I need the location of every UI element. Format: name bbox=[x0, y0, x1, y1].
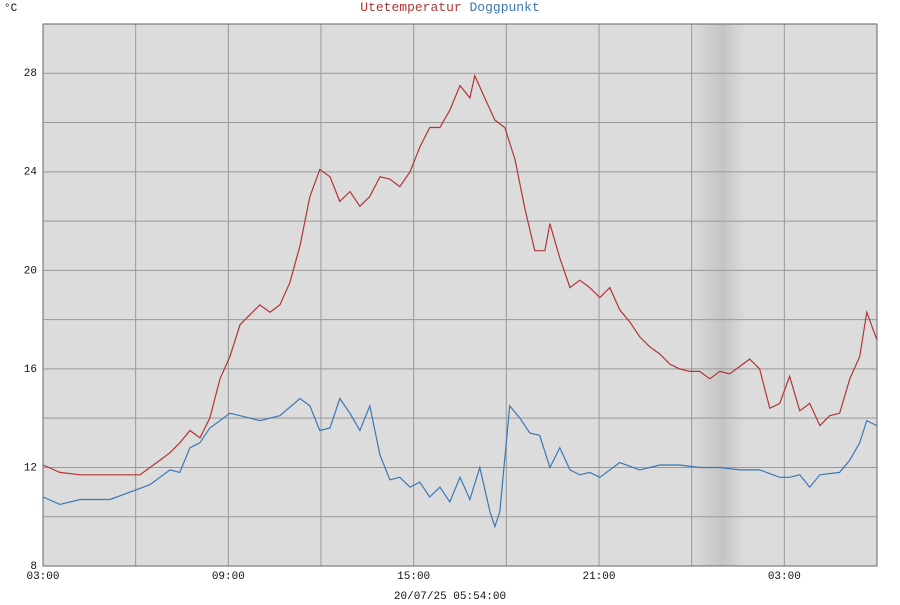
y-tick-label: 16 bbox=[24, 364, 37, 376]
y-tick-label: 28 bbox=[24, 68, 37, 80]
unit-label: °C bbox=[4, 3, 18, 15]
y-tick-label: 8 bbox=[30, 561, 37, 573]
x-tick-label: 09:00 bbox=[212, 571, 245, 583]
y-tick-label: 24 bbox=[24, 167, 38, 179]
legend-entry: Doggpunkt bbox=[470, 0, 540, 15]
legend-entry: Utetemperatur bbox=[360, 0, 461, 15]
series-line bbox=[42, 73, 878, 476]
plot-area bbox=[43, 24, 877, 566]
y-tick-label: 12 bbox=[24, 462, 37, 474]
y-tick-label: 20 bbox=[24, 265, 37, 277]
night-shade bbox=[690, 24, 745, 566]
x-tick-label: 21:00 bbox=[582, 571, 615, 583]
timestamp: 20/07/25 05:54:00 bbox=[394, 591, 506, 600]
x-tick-label: 15:00 bbox=[397, 571, 430, 583]
series-line bbox=[42, 397, 877, 529]
x-tick-label: 03:00 bbox=[26, 571, 59, 583]
plot-border bbox=[42, 23, 878, 567]
x-tick-label: 03:00 bbox=[768, 571, 801, 583]
legend: Utetemperatur Doggpunkt bbox=[360, 0, 539, 15]
